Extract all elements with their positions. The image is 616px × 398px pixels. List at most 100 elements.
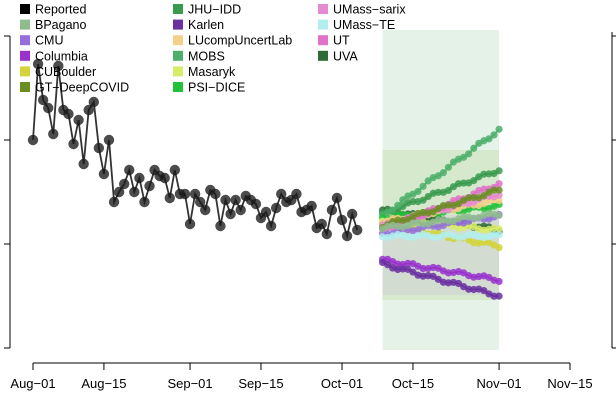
legend-item: UMass−TE xyxy=(318,18,395,32)
reported-point xyxy=(113,186,125,198)
reported-point xyxy=(93,142,105,154)
reported-point xyxy=(68,138,79,150)
forecast-point xyxy=(495,186,503,194)
forecast-point xyxy=(495,125,503,133)
reported-point xyxy=(215,220,226,232)
legend-label: JHU−IDD xyxy=(188,3,241,17)
legend-swatch xyxy=(173,82,183,92)
x-tick-label: Sep−15 xyxy=(238,376,283,391)
reported-point xyxy=(169,164,181,176)
legend-label: GT−DeepCOVID xyxy=(35,81,129,95)
reported-point xyxy=(63,108,74,120)
legend-swatch xyxy=(173,50,183,61)
forecast-point xyxy=(399,196,407,204)
reported-point xyxy=(265,220,277,232)
legend-item: UMass−sarix xyxy=(318,3,406,17)
x-tick-label: Sep−01 xyxy=(167,376,212,391)
reported-point xyxy=(230,194,241,206)
reported-point xyxy=(124,164,135,176)
reported-point xyxy=(220,194,231,206)
forecast-point xyxy=(424,177,432,185)
legend-label: CUBoulder xyxy=(35,65,96,79)
reported-point xyxy=(276,188,287,200)
forecast-point xyxy=(434,216,442,224)
forecast-point xyxy=(495,211,503,219)
reported-point xyxy=(316,218,327,230)
reported-point xyxy=(32,58,44,70)
forecast-point xyxy=(434,188,442,196)
forecast-point xyxy=(465,194,473,202)
reported-point xyxy=(103,134,115,146)
forecast-point xyxy=(409,197,417,206)
forecast-point xyxy=(495,231,503,239)
forecast-point xyxy=(454,200,463,208)
forecast-point xyxy=(389,206,397,214)
x-tick-label: Nov−01 xyxy=(476,376,521,391)
reported-point xyxy=(78,158,89,170)
legend-label: Masaryk xyxy=(188,65,236,79)
reported-point xyxy=(352,224,363,236)
forecast-point xyxy=(444,217,453,225)
forecast-point xyxy=(465,150,473,158)
forecast-point xyxy=(404,233,412,241)
reported-point xyxy=(341,230,353,242)
legend-item: PSI−DICE xyxy=(173,81,245,95)
reported-point xyxy=(179,188,191,200)
legend-swatch xyxy=(318,19,328,30)
reported-point xyxy=(235,204,246,216)
reported-point xyxy=(53,60,64,72)
legend-label: UMass−sarix xyxy=(333,3,406,17)
reported-point xyxy=(159,172,170,184)
legend-swatch xyxy=(173,19,183,30)
forecast-point xyxy=(419,182,427,190)
forecast-point xyxy=(485,135,493,143)
x-tick-label: Oct−01 xyxy=(321,376,363,391)
forecast-series xyxy=(378,125,503,300)
reported-point xyxy=(306,200,317,212)
forecast-point xyxy=(460,213,468,221)
reported-point xyxy=(83,104,94,116)
reported-point xyxy=(118,178,130,190)
forecast-point xyxy=(419,264,427,273)
reported-point xyxy=(210,188,221,200)
legend-label: Reported xyxy=(35,3,86,17)
legend-label: UMass−TE xyxy=(333,18,395,32)
legend-item: JHU−IDD xyxy=(173,3,241,17)
reported-point xyxy=(88,96,99,108)
legend-label: Karlen xyxy=(188,18,224,32)
reported-point xyxy=(326,204,338,216)
forecast-point xyxy=(470,193,478,202)
legend-item: GT−DeepCOVID xyxy=(20,81,129,95)
forecast-point xyxy=(495,225,503,233)
reported-point xyxy=(164,192,175,204)
legend-item: Columbia xyxy=(20,49,88,63)
forecast-point xyxy=(490,231,498,239)
forecast-point xyxy=(490,186,498,194)
legend-item: Karlen xyxy=(173,18,224,32)
reported-point xyxy=(225,208,236,220)
forecast-point xyxy=(394,201,402,209)
legend-item: BPagano xyxy=(20,18,86,32)
reported-point xyxy=(129,186,140,198)
forecast-point xyxy=(460,153,468,161)
legend-item: CMU xyxy=(20,34,63,48)
reported-point xyxy=(134,172,145,184)
reported-point xyxy=(321,228,333,240)
reported-point xyxy=(189,188,201,200)
reported-point xyxy=(98,168,110,180)
forecast-point xyxy=(495,277,503,286)
x-tick-label: Aug−01 xyxy=(10,376,55,391)
forecast-point xyxy=(444,186,453,195)
axes: Aug−01 Aug−15 Sep−01 Sep−15 Oct−01 Oct−15 Nov−… xyxy=(4,32,616,391)
legend-label: PSI−DICE xyxy=(188,81,245,95)
forecast-point xyxy=(495,180,503,188)
legend-label: LUcompUncertLab xyxy=(188,34,292,48)
reported-point xyxy=(200,204,211,216)
legend-swatch xyxy=(20,50,30,61)
reported-point xyxy=(108,196,120,208)
legend-label: CMU xyxy=(35,34,63,48)
legend-item: LUcompUncertLab xyxy=(173,34,292,48)
legend-swatch xyxy=(318,4,328,14)
legend-item: Masaryk xyxy=(173,65,236,79)
reported-point xyxy=(48,128,59,140)
